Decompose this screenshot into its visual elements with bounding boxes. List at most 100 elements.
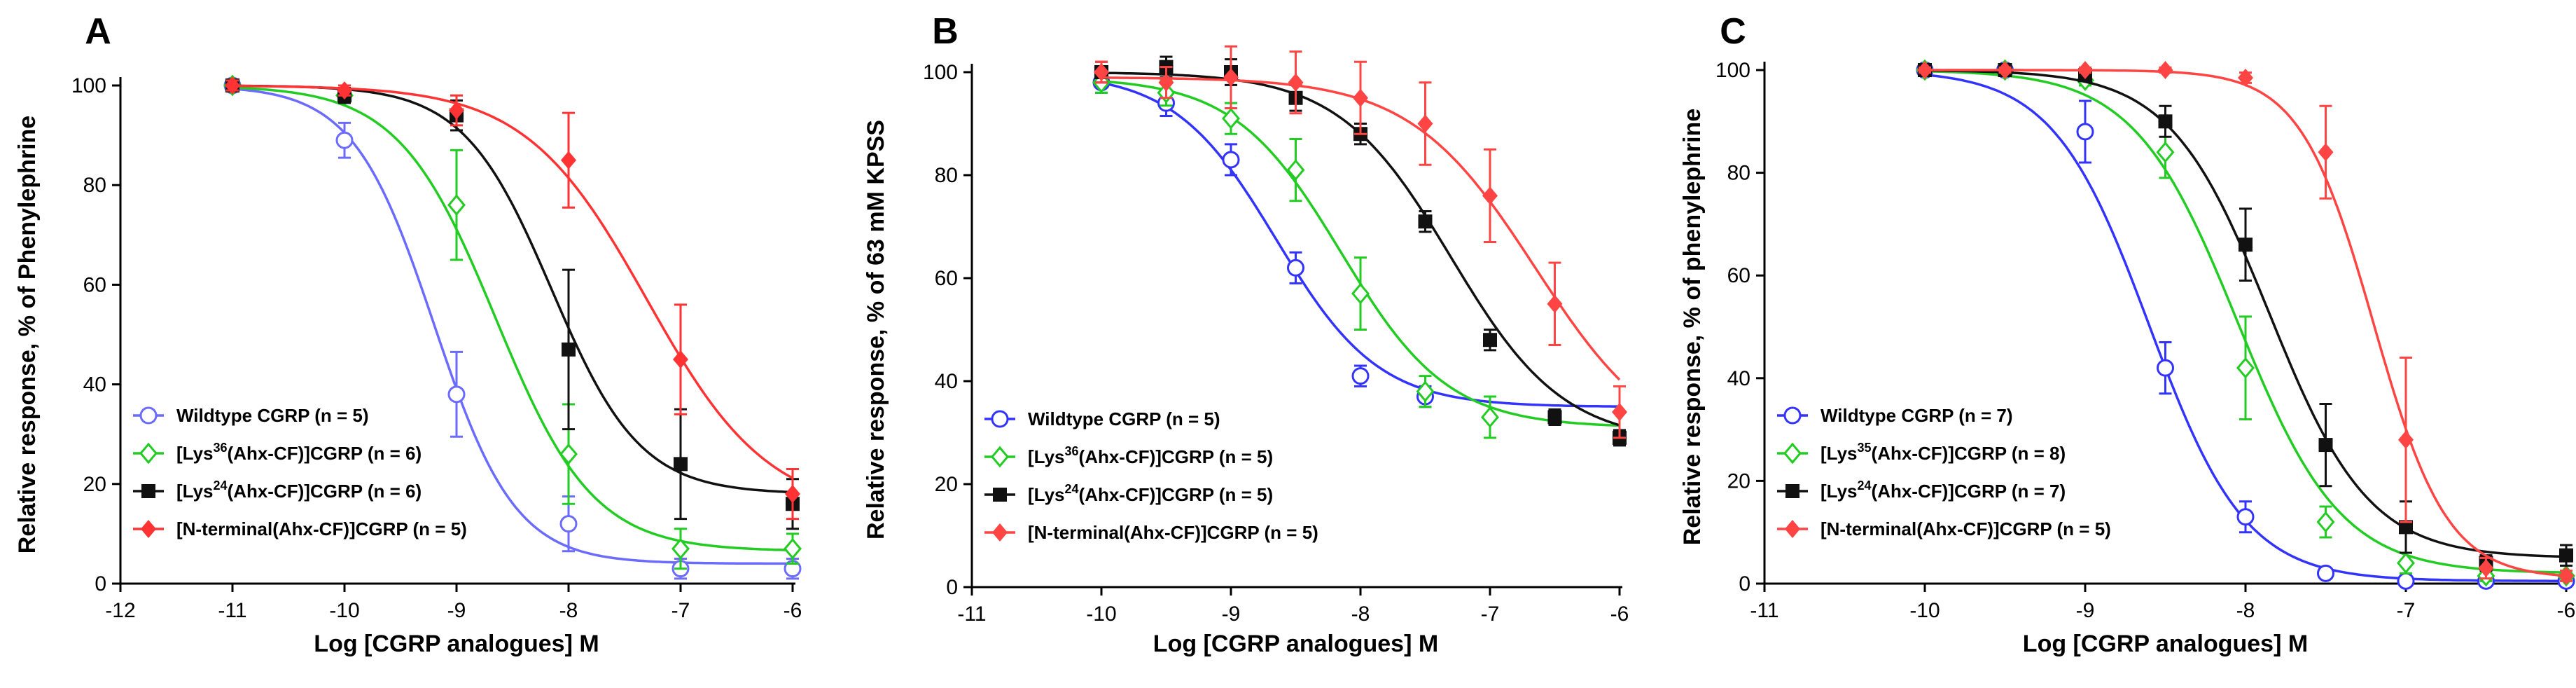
y-tick-label: 0 — [1739, 572, 1750, 596]
y-tick-label: 20 — [83, 473, 106, 496]
y-tick-label: 40 — [935, 370, 958, 393]
x-tick-label: -8 — [1351, 603, 1370, 626]
panel-letter: A — [85, 11, 111, 52]
legend-item: [Lys35(Ahx-CF)]CGRP (n = 8) — [1777, 441, 2066, 465]
legend-label: [N-terminal(Ahx-CF)]CGRP (n = 5) — [1028, 522, 1318, 543]
x-axis-title: Log [CGRP analogues] M — [2023, 631, 2308, 657]
data-point — [1417, 114, 1433, 133]
data-point — [1481, 406, 1499, 428]
data-point — [1483, 333, 1497, 348]
data-point — [2238, 68, 2253, 87]
x-axis-title: Log [CGRP analogues] M — [314, 631, 599, 657]
x-tick-label: -8 — [559, 599, 578, 622]
y-tick-label: 60 — [1727, 264, 1750, 287]
y-tick-label: 80 — [935, 164, 958, 187]
y-tick-label: 40 — [83, 373, 106, 397]
data-point — [2318, 438, 2333, 453]
y-tick-label: 80 — [83, 174, 106, 197]
x-axis-title: Log [CGRP analogues] M — [1153, 631, 1438, 657]
data-point — [335, 131, 354, 149]
legend-marker — [141, 520, 156, 538]
data-point — [1997, 61, 2013, 79]
y-tick-label: 100 — [923, 61, 958, 84]
data-point — [2398, 430, 2414, 449]
x-tick-label: -11 — [1750, 599, 1778, 622]
data-point — [2156, 141, 2175, 163]
data-point — [785, 485, 800, 504]
x-tick-label: -6 — [2557, 599, 2576, 622]
data-point — [1353, 88, 1368, 107]
data-point — [2157, 61, 2173, 79]
y-tick-label: 0 — [946, 576, 958, 599]
series-4 — [1094, 45, 1627, 439]
legend-marker — [1783, 442, 1802, 465]
y-tick-label: 20 — [935, 473, 958, 496]
data-point — [559, 443, 578, 465]
legend-marker — [1785, 520, 1800, 538]
x-tick-label: -11 — [218, 599, 246, 622]
data-point — [2397, 572, 2415, 590]
x-tick-label: -7 — [671, 599, 690, 622]
data-point — [2157, 359, 2174, 377]
data-point — [559, 515, 578, 533]
data-point — [337, 81, 352, 100]
x-tick-label: -7 — [1481, 603, 1500, 626]
data-point — [1416, 380, 1435, 403]
y-tick-label: 80 — [1727, 162, 1750, 185]
data-point — [447, 385, 466, 404]
legend-label: [Lys36(Ahx-CF)]CGRP (n = 6) — [176, 441, 422, 464]
legend: Wildtype CGRP (n = 7) [Lys35(Ahx-CF)]CGRP… — [1777, 405, 2111, 539]
legend-item: [Lys24(Ahx-CF)]CGRP (n = 5) — [984, 482, 1273, 505]
x-tick-label: -9 — [447, 599, 466, 622]
legend-label: [Lys36(Ahx-CF)]CGRP (n = 5) — [1028, 444, 1273, 467]
fit-curve — [232, 84, 793, 479]
panel-a: A 0 20 40 60 80 100 -12 -11 -10 -9 -8 -7 -6 Log [CGRP … — [14, 11, 802, 657]
data-point — [449, 101, 464, 120]
legend-marker — [992, 523, 1008, 542]
data-point — [2236, 508, 2255, 526]
legend-marker — [139, 406, 158, 425]
fit-curve — [232, 86, 793, 552]
data-point — [561, 151, 576, 170]
y-tick-label: 0 — [95, 572, 106, 596]
data-point — [1547, 294, 1563, 313]
x-tick-label: -6 — [784, 599, 802, 622]
y-axis-title: Relative response, % of 63 mM KPSS — [863, 120, 889, 539]
legend-label: [Lys24(Ahx-CF)]CGRP (n = 7) — [1820, 479, 2066, 502]
legend-item: Wildtype CGRP (n = 5) — [984, 408, 1220, 429]
data-point — [1158, 73, 1174, 92]
legend-label: Wildtype CGRP (n = 5) — [176, 405, 369, 426]
data-point — [2399, 520, 2413, 535]
panel-letter: B — [932, 11, 959, 52]
data-point — [2317, 564, 2334, 582]
legend-label: Wildtype CGRP (n = 7) — [1820, 405, 2013, 426]
legend: Wildtype CGRP (n = 5) [Lys36(Ahx-CF)]CGRP… — [984, 408, 1318, 543]
legend-label: [Lys24(Ahx-CF)]CGRP (n = 6) — [176, 479, 422, 502]
data-point — [671, 537, 690, 560]
x-tick-label: -6 — [1610, 603, 1629, 626]
y-tick-label: 40 — [1727, 367, 1750, 390]
legend-item: [Lys24(Ahx-CF)]CGRP (n = 6) — [133, 479, 422, 502]
series-4 — [225, 76, 800, 521]
data-point — [2316, 511, 2335, 533]
y-tick-label: 60 — [83, 273, 106, 296]
legend-label: [N-terminal(Ahx-CF)]CGRP (n = 5) — [176, 518, 467, 539]
data-point — [1547, 410, 1562, 425]
data-point — [1094, 63, 1109, 81]
data-point — [673, 350, 688, 369]
series-1 — [223, 76, 802, 580]
legend-item: [Lys36(Ahx-CF)]CGRP (n = 6) — [133, 441, 422, 465]
legend-item: Wildtype CGRP (n = 7) — [1777, 405, 2013, 426]
data-point — [2559, 548, 2573, 563]
y-tick-label: 100 — [71, 74, 106, 97]
fit-curve — [232, 87, 793, 565]
legend-marker — [139, 442, 158, 465]
data-point — [1223, 68, 1239, 87]
data-point — [1351, 282, 1370, 305]
data-point — [2076, 123, 2094, 141]
legend-marker — [141, 484, 155, 498]
panel-c: C 0 20 40 60 80 100 -11 -10 -9 -8 -7 -6 Log [CGRP ana… — [1679, 11, 2575, 657]
data-point — [2318, 143, 2334, 162]
legend-item: Wildtype CGRP (n = 5) — [133, 405, 369, 426]
